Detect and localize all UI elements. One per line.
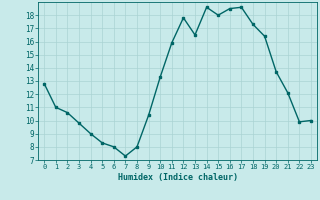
X-axis label: Humidex (Indice chaleur): Humidex (Indice chaleur) (118, 173, 238, 182)
